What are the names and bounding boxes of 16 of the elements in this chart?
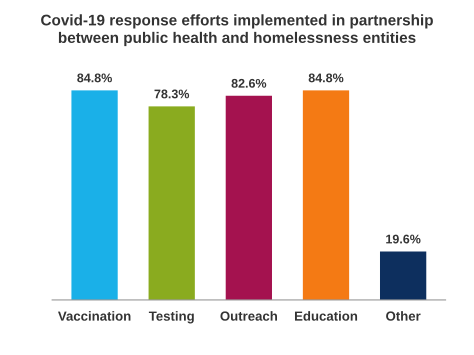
x-tick-label: Testing	[148, 311, 194, 324]
data-label: 84.8%	[308, 73, 344, 82]
bar	[148, 106, 195, 300]
x-tick-label: Other	[386, 311, 421, 321]
data-label: 19.6%	[386, 234, 421, 244]
chart-title: Covid-19 response efforts implemented in partnership between public health and homelessness entities	[41, 14, 433, 46]
data-label: 84.8%	[77, 73, 112, 82]
data-label: 82.6%	[232, 78, 266, 88]
x-tick-label: Vaccination	[58, 311, 130, 321]
bar	[226, 96, 272, 300]
bar	[71, 90, 118, 300]
data-label: 78.3%	[154, 90, 190, 98]
x-tick-label: Education	[294, 311, 358, 321]
bar	[380, 252, 426, 300]
x-tick-label: Outreach	[220, 311, 277, 321]
bar	[302, 90, 350, 300]
